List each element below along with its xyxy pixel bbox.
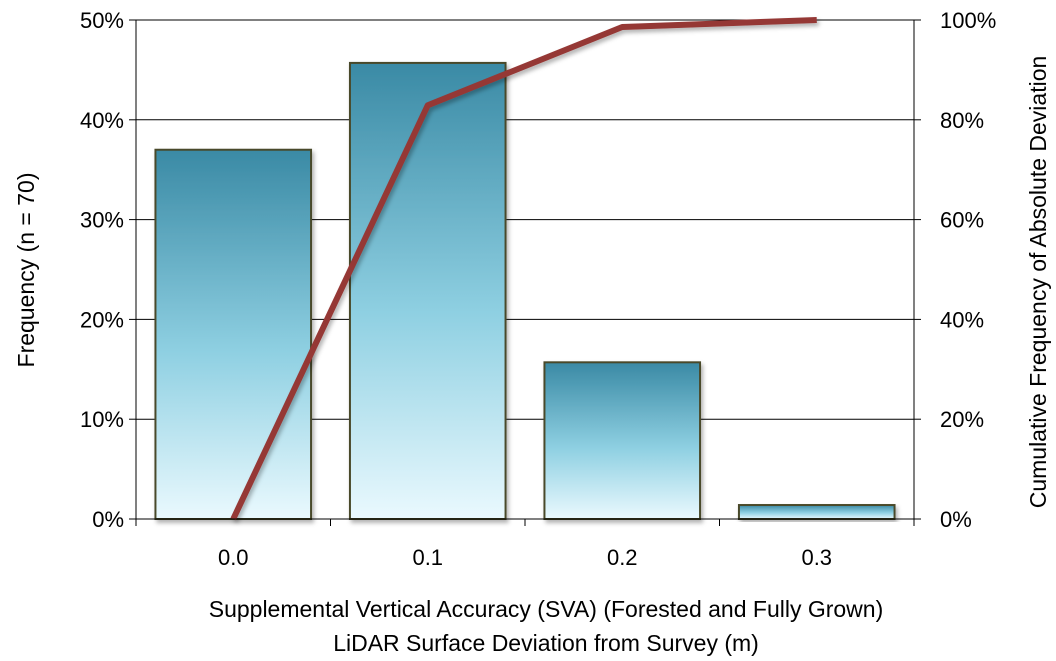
left-tick-label: 0% [92,507,124,532]
right-tick-label: 40% [940,307,984,332]
cumulative-line [230,17,817,521]
y2-axis-title: Cumulative Frequency of Absolute Deviati… [1025,56,1051,509]
x-tick-label: 0.0 [218,545,249,570]
bars [154,61,896,521]
right-tick-label: 20% [940,407,984,432]
left-axis-ticks: 0% 10% 20% 30% 40% 50% [80,8,124,532]
bar-0.1 [348,61,507,520]
x-tick-label: 0.3 [801,545,832,570]
left-tick-label: 20% [80,307,124,332]
x-axis-title-line1: Supplemental Vertical Accuracy (SVA) (Fo… [209,596,884,622]
x-tick-label: 0.1 [412,545,443,570]
y-axis-title: Frequency (n = 70) [13,173,39,368]
left-tick-label: 40% [80,108,124,133]
right-tick-label: 100% [940,8,996,33]
bar-0.3 [737,504,896,521]
right-tick-label: 60% [940,208,984,233]
x-axis-title-line2: LiDAR Surface Deviation from Survey (m) [333,630,759,656]
left-tick-label: 50% [80,8,124,33]
x-tick-label: 0.2 [607,545,638,570]
right-tick-label: 0% [940,507,972,532]
axes [129,19,921,526]
right-tick-label: 80% [940,108,984,133]
left-tick-label: 30% [80,208,124,233]
left-tick-label: 10% [80,407,124,432]
bar-0.0 [154,148,313,521]
right-axis-ticks: 0% 20% 40% 60% 80% 100% [940,8,996,532]
cumulative-series-line [230,17,817,521]
bar-0.2 [543,361,702,520]
x-axis-ticks: 0.0 0.1 0.2 0.3 [218,545,832,570]
